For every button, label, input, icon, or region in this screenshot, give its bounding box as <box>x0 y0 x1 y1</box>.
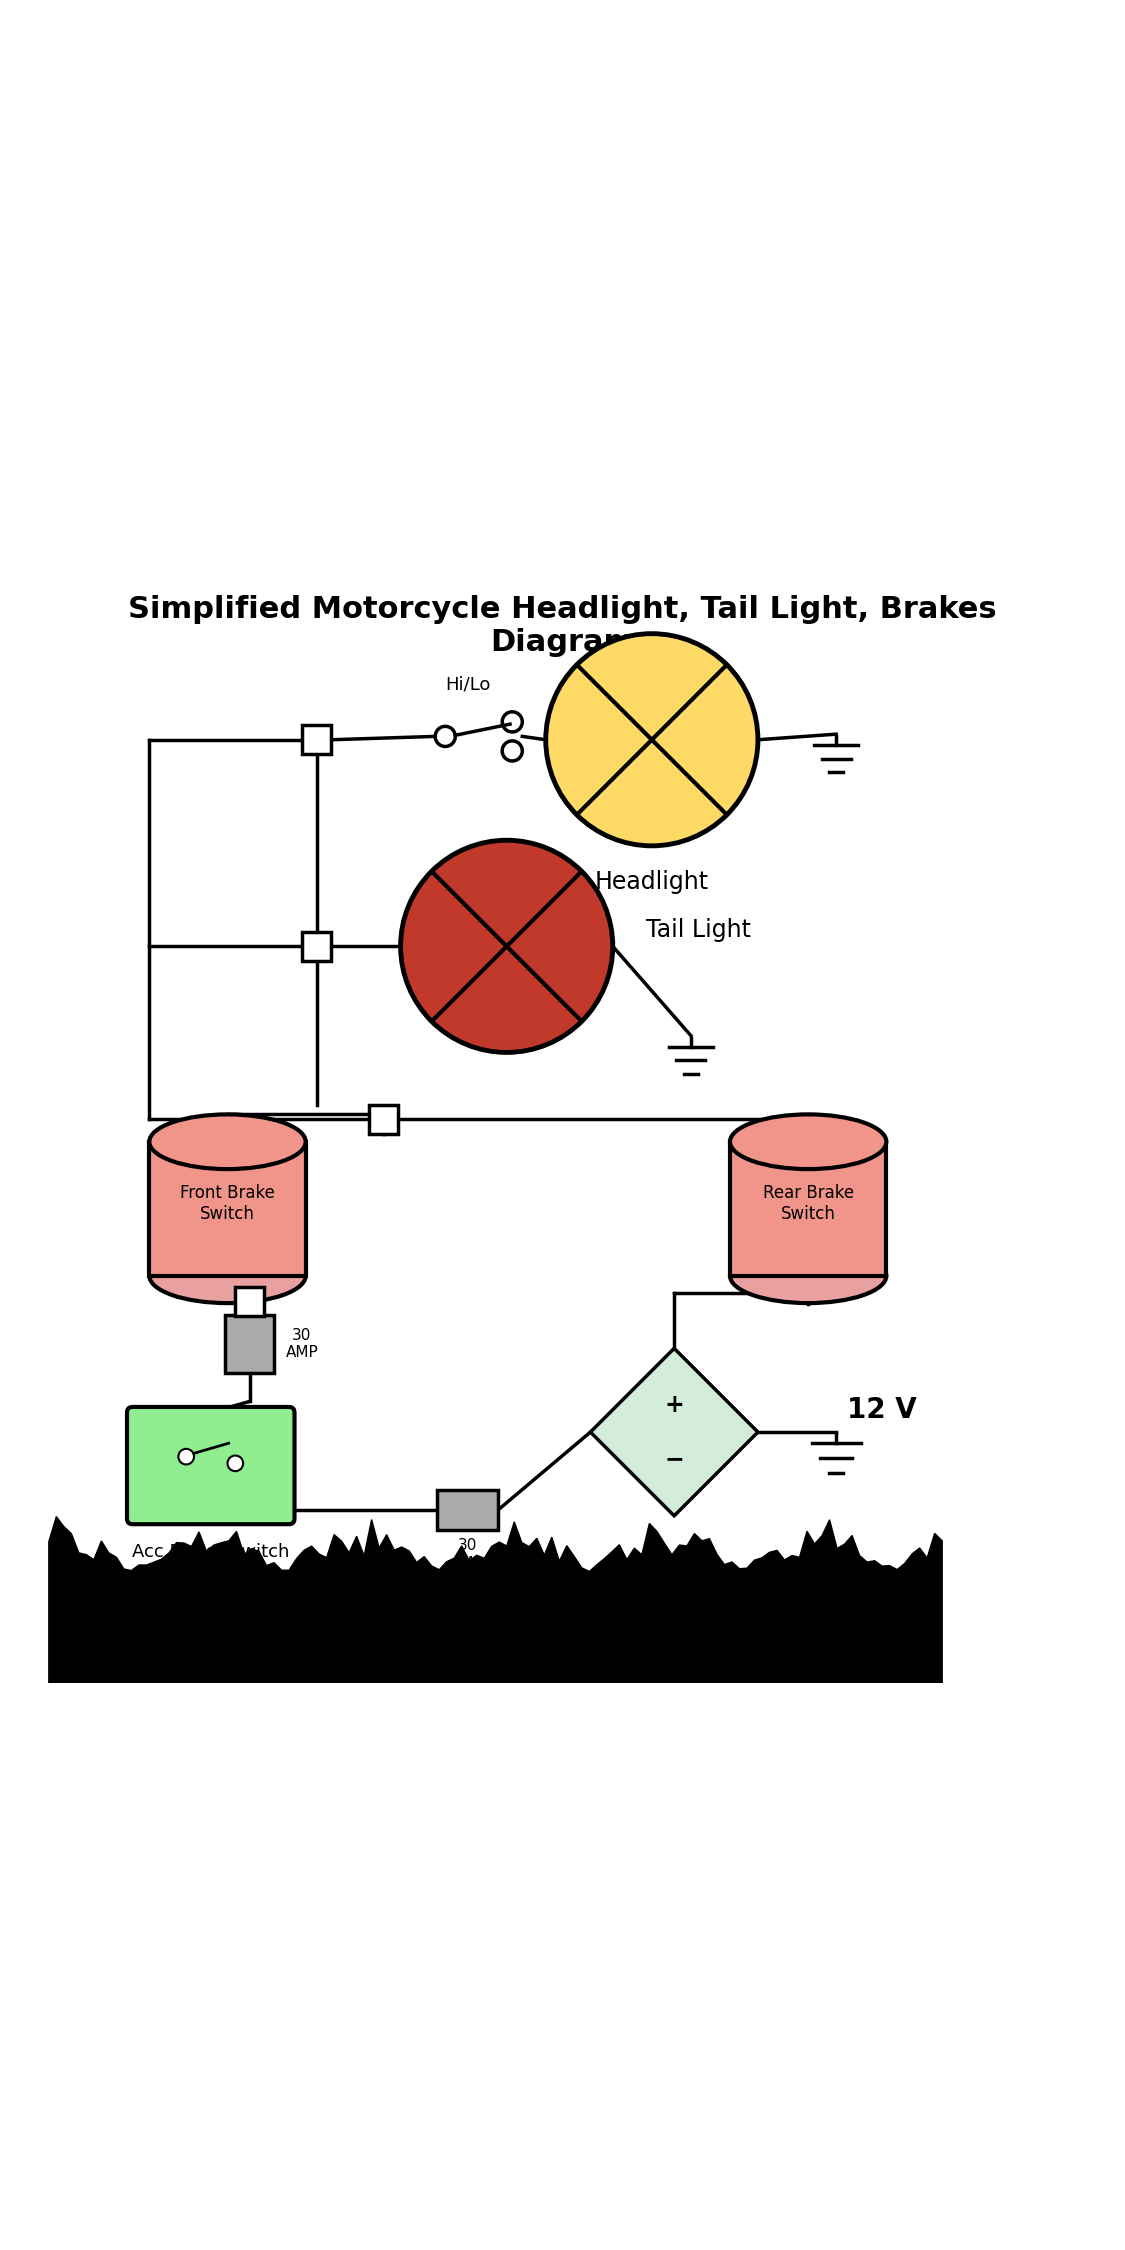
Text: −: − <box>664 1447 684 1472</box>
Bar <box>150 1141 306 1276</box>
Bar <box>438 1490 497 1530</box>
Text: 12 V: 12 V <box>847 1395 917 1424</box>
Text: Hi/Lo: Hi/Lo <box>444 675 490 693</box>
Text: Rear Brake
Switch: Rear Brake Switch <box>763 1184 854 1222</box>
Text: Simplified Motorcycle Headlight, Tail Light, Brakes
Diagram: Simplified Motorcycle Headlight, Tail Li… <box>128 594 997 657</box>
Text: 30
AMP: 30 AMP <box>286 1328 318 1359</box>
Text: Headlight: Headlight <box>595 871 709 896</box>
Ellipse shape <box>150 1249 306 1303</box>
Circle shape <box>502 711 522 731</box>
Circle shape <box>179 1449 193 1465</box>
FancyBboxPatch shape <box>127 1406 295 1523</box>
Text: Front Brake
Switch: Front Brake Switch <box>180 1184 274 1222</box>
Ellipse shape <box>150 1114 306 1170</box>
Polygon shape <box>591 1348 758 1517</box>
Text: Acc Power Switch: Acc Power Switch <box>132 1544 289 1562</box>
Text: MotorcycleZombies.com: MotorcycleZombies.com <box>433 1631 737 1652</box>
Ellipse shape <box>730 1249 886 1303</box>
Circle shape <box>502 740 522 760</box>
Bar <box>730 1141 886 1276</box>
Bar <box>235 1287 264 1316</box>
Text: 30
AMP: 30 AMP <box>451 1539 484 1570</box>
Bar <box>369 1105 398 1134</box>
Text: Tail Light: Tail Light <box>646 918 752 940</box>
Circle shape <box>400 839 613 1053</box>
Bar <box>225 1314 274 1372</box>
Circle shape <box>546 634 758 846</box>
Text: +: + <box>664 1393 684 1418</box>
Ellipse shape <box>730 1114 886 1170</box>
Bar <box>303 724 332 754</box>
Circle shape <box>435 727 456 747</box>
Circle shape <box>227 1456 243 1472</box>
Bar <box>303 932 332 961</box>
Polygon shape <box>48 1516 942 1683</box>
